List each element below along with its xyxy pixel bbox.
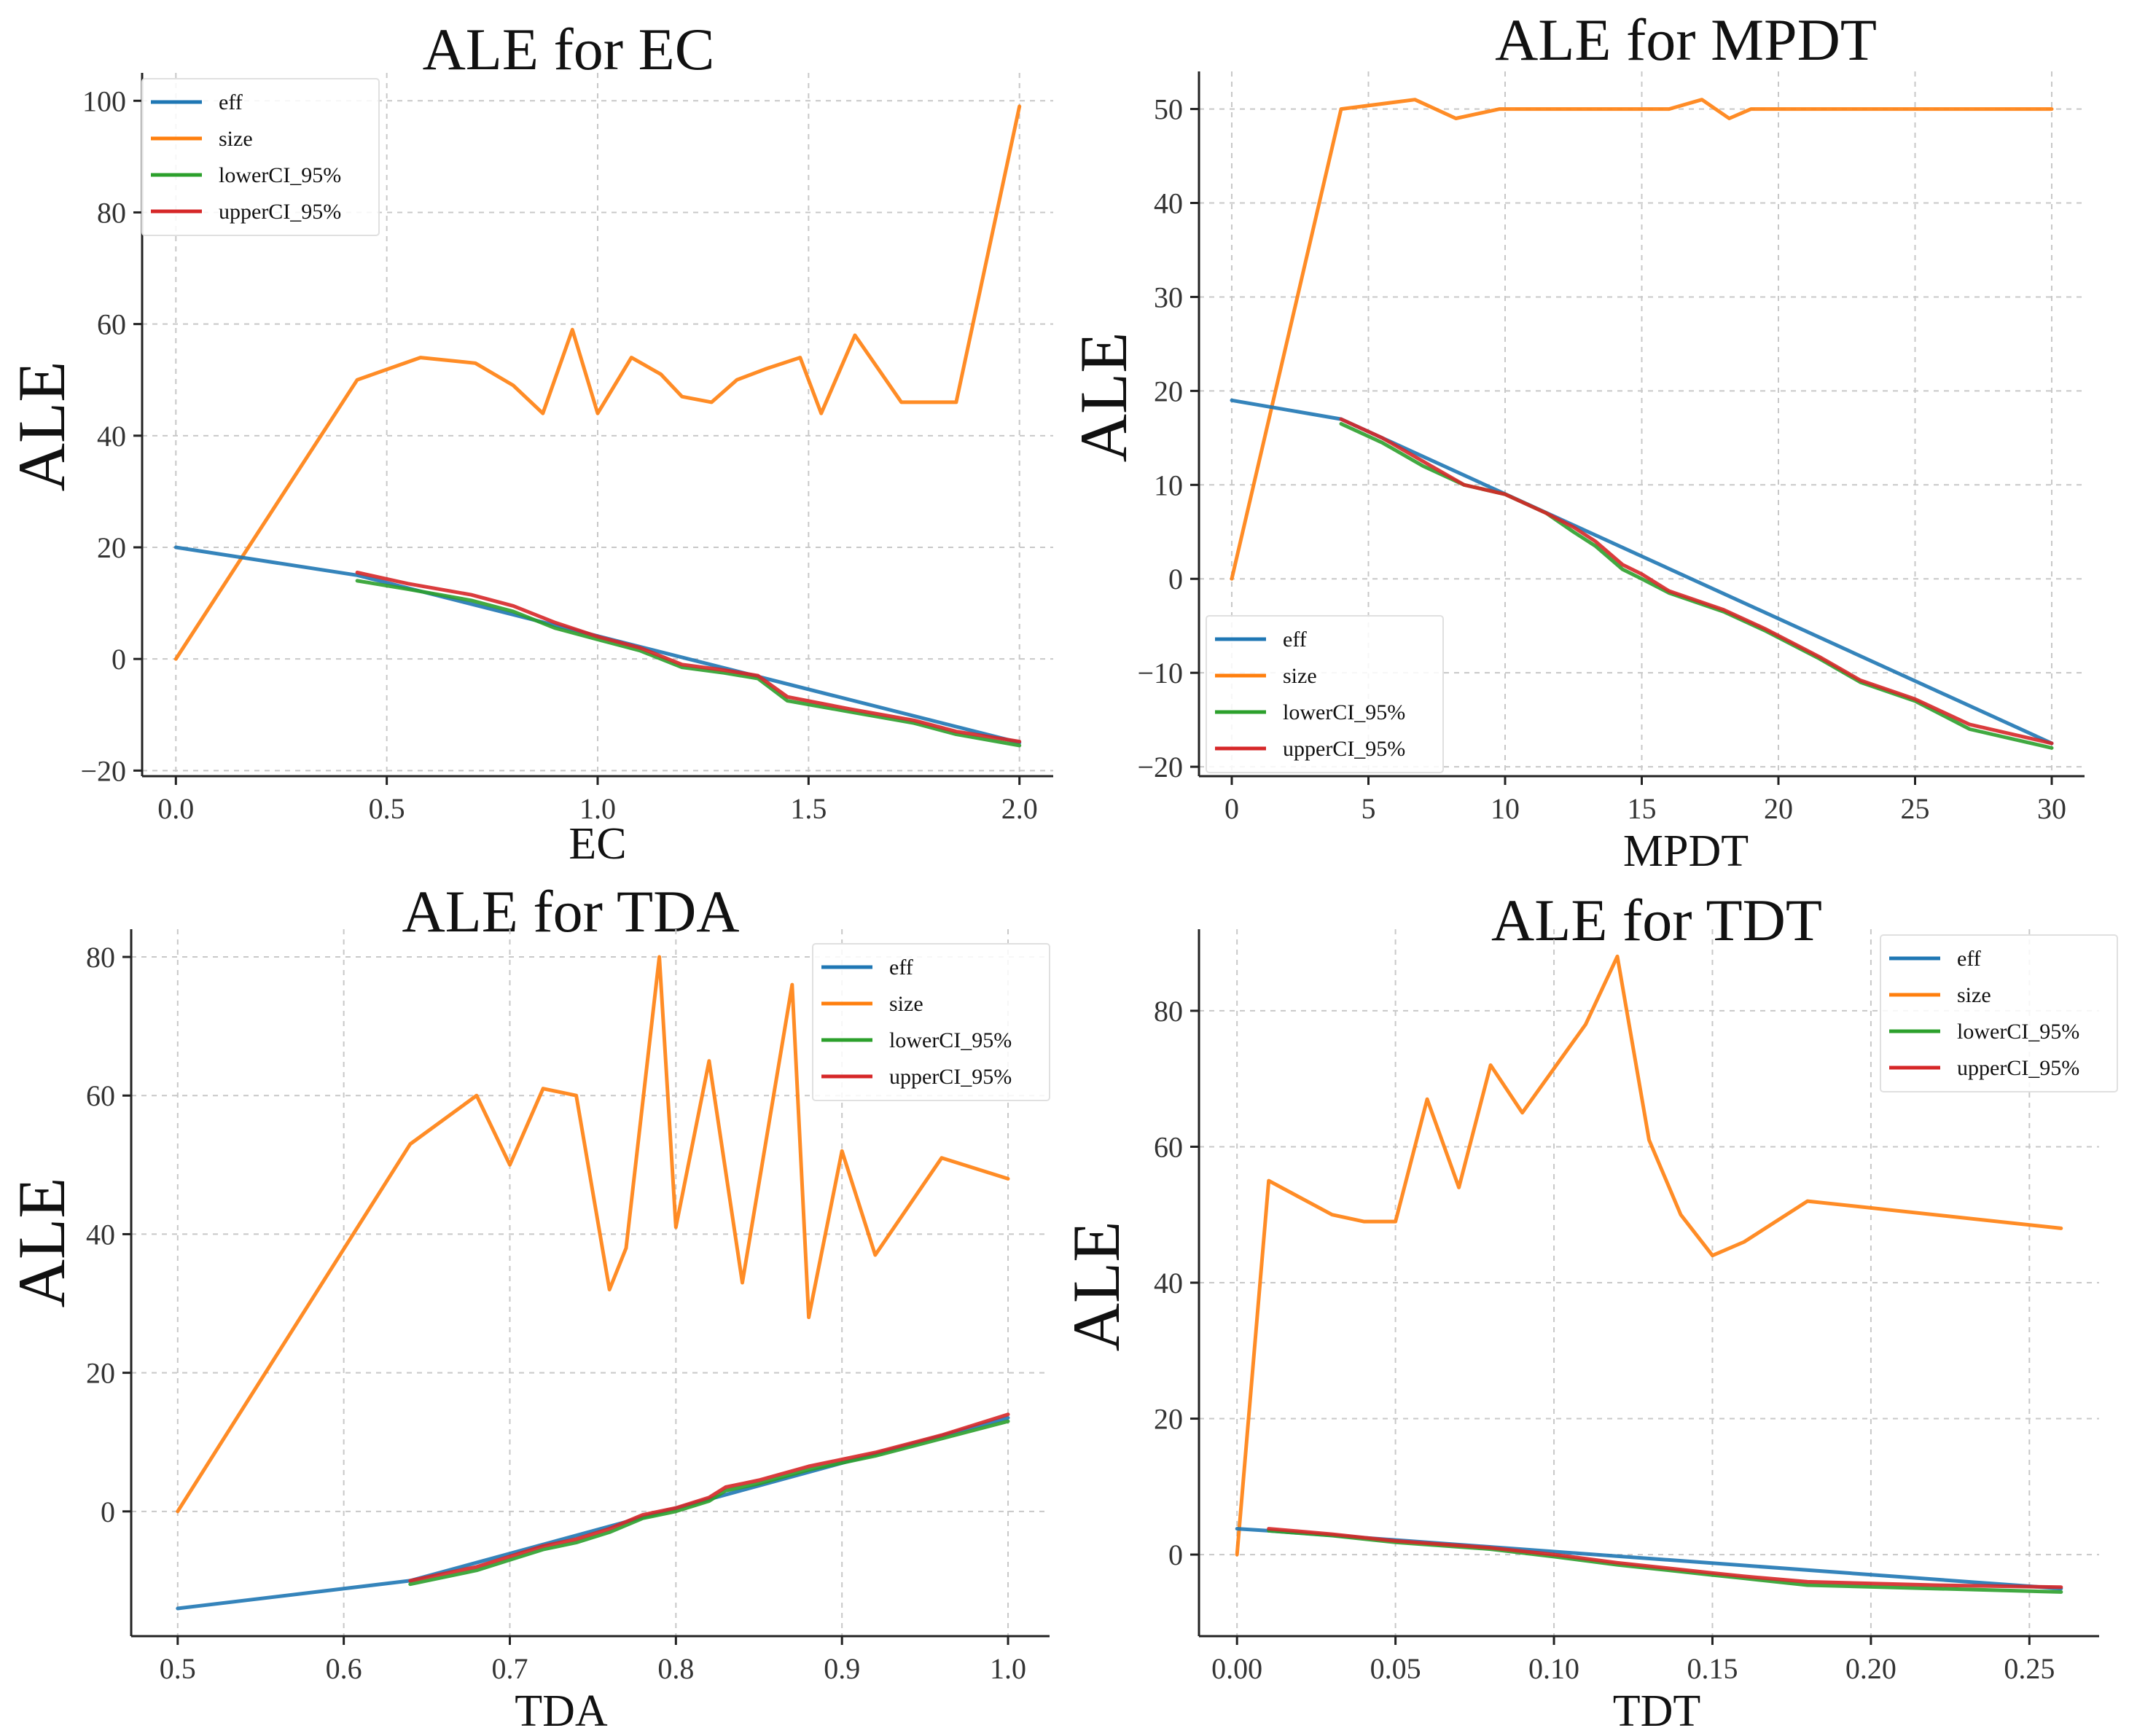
y-tick-label: 60 — [86, 1079, 115, 1112]
y-tick-label: 50 — [1154, 93, 1183, 126]
x-tick-label: 0 — [1224, 792, 1239, 825]
y-axis-label: ALE — [4, 1178, 79, 1308]
x-axis-label: MPDT — [1623, 826, 1749, 876]
legend-label: lowerCI_95% — [889, 1028, 1012, 1052]
legend-label: upperCI_95% — [1283, 737, 1405, 761]
series-line-lowerci-95- — [1339, 422, 2054, 750]
legend-label: size — [219, 127, 253, 151]
x-tick-label: 30 — [2037, 792, 2066, 825]
y-tick-label: −20 — [1137, 751, 1183, 783]
series-line-size — [1230, 98, 2054, 581]
series-line-eff — [176, 1415, 1010, 1611]
y-tick-label: 0 — [101, 1495, 115, 1528]
x-tick-label: 0.5 — [160, 1652, 196, 1685]
y-tick-label: 20 — [97, 531, 126, 564]
y-tick-label: 80 — [1154, 995, 1183, 1028]
x-tick-label: 0.00 — [1211, 1652, 1262, 1685]
x-tick-label: 5 — [1362, 792, 1376, 825]
y-tick-label: 10 — [1154, 469, 1183, 501]
y-tick-label: 20 — [1154, 375, 1183, 407]
x-tick-label: 0.25 — [2004, 1652, 2055, 1685]
legend-label: upperCI_95% — [1957, 1056, 2079, 1080]
series-line-lowerci-95- — [355, 579, 1022, 748]
series-line-upperci-95- — [1267, 1527, 2063, 1590]
legend-box — [1206, 615, 1444, 773]
y-tick-label: 20 — [1154, 1403, 1183, 1436]
chart-title: ALE for TDA — [402, 878, 739, 945]
x-tick-label: 10 — [1491, 792, 1520, 825]
x-tick-label: 0.7 — [491, 1652, 528, 1685]
x-tick-label: 15 — [1628, 792, 1657, 825]
legend-label: lowerCI_95% — [1957, 1020, 2079, 1044]
x-tick-label: 20 — [1764, 792, 1793, 825]
y-tick-label: 30 — [1154, 281, 1183, 313]
y-axis-label: ALE — [4, 361, 79, 492]
y-tick-label: 40 — [86, 1218, 115, 1251]
panel-tdt: ALE for TDT TDT ALE 0.00 0.05 0.10 0.15 0.20… — [1059, 887, 2118, 1736]
x-tick-label: 1.5 — [790, 792, 827, 825]
series-line-size — [1235, 954, 2063, 1557]
legend-label: size — [1957, 983, 1991, 1007]
x-tick-label: 2.0 — [1001, 792, 1038, 825]
legend-label: size — [1283, 664, 1317, 688]
legend-label: size — [889, 992, 923, 1016]
legend-box — [1880, 934, 2118, 1092]
x-tick-label: 0.6 — [326, 1652, 362, 1685]
chart-title: ALE for EC — [423, 16, 715, 82]
x-tick-label: 25 — [1901, 792, 1930, 825]
x-axis-label: TDT — [1613, 1686, 1701, 1736]
x-tick-label: 1.0 — [990, 1652, 1026, 1685]
x-tick-label: 0.9 — [824, 1652, 860, 1685]
legend-box — [812, 943, 1050, 1101]
y-tick-label: 0 — [112, 643, 126, 676]
panel-ec: ALE for EC EC ALE 0.0 0.5 1.0 1.5 2.0 −20 0 20 4… — [4, 16, 1053, 869]
legend-label: eff — [889, 955, 913, 980]
y-tick-label: 100 — [82, 85, 126, 117]
chart-title: ALE for TDT — [1491, 887, 1822, 953]
legend-label: upperCI_95% — [219, 200, 341, 224]
x-tick-label: 0.20 — [1845, 1652, 1896, 1685]
legend-label: eff — [1957, 947, 1981, 971]
series-line-upperci-95- — [355, 571, 1022, 743]
y-axis-label: ALE — [1066, 332, 1141, 463]
y-tick-label: 80 — [97, 196, 126, 229]
x-tick-label: 0.8 — [657, 1652, 694, 1685]
y-tick-label: −10 — [1137, 657, 1183, 689]
series-line-size — [173, 104, 1022, 661]
y-tick-label: 40 — [97, 420, 126, 453]
x-axis-label: TDA — [515, 1686, 608, 1736]
panel-tda: ALE for TDA TDA ALE 0.5 0.6 0.7 0.8 0.9 1.0 0 2… — [4, 878, 1050, 1736]
panel-mpdt: ALE for MPDT MPDT ALE 0 5 10 15 20 25 30 −20 −10… — [1066, 7, 2085, 876]
y-tick-label: 20 — [86, 1357, 115, 1390]
x-tick-label: 0.5 — [369, 792, 405, 825]
legend-label: upperCI_95% — [889, 1065, 1012, 1089]
y-tick-label: 40 — [1154, 1267, 1183, 1299]
y-tick-label: 40 — [1154, 187, 1183, 220]
x-tick-label: 1.0 — [579, 792, 616, 825]
y-tick-label: 80 — [86, 941, 115, 974]
y-axis-label: ALE — [1059, 1221, 1133, 1352]
y-tick-label: 0 — [1168, 563, 1183, 595]
legend-box — [141, 78, 380, 236]
y-tick-label: 60 — [1154, 1130, 1183, 1163]
chart-title: ALE for MPDT — [1495, 7, 1877, 73]
series-line-upperci-95- — [1339, 417, 2054, 746]
y-tick-label: 0 — [1168, 1538, 1183, 1571]
x-tick-label: 0.15 — [1687, 1652, 1738, 1685]
legend-label: lowerCI_95% — [1283, 700, 1405, 724]
x-tick-label: 0.05 — [1370, 1652, 1421, 1685]
series-line-size — [176, 955, 1010, 1514]
x-tick-label: 0.0 — [157, 792, 194, 825]
series-line-upperci-95- — [408, 1412, 1010, 1583]
legend-label: eff — [1283, 627, 1307, 652]
legend-label: eff — [219, 90, 243, 114]
x-tick-label: 0.10 — [1528, 1652, 1579, 1685]
series-line-eff — [173, 545, 1022, 745]
x-axis-label: EC — [569, 819, 626, 869]
series-line-lowerci-95- — [408, 1419, 1010, 1587]
legend-label: lowerCI_95% — [219, 163, 341, 187]
y-tick-label: 60 — [97, 308, 126, 341]
y-tick-label: −20 — [80, 754, 126, 787]
